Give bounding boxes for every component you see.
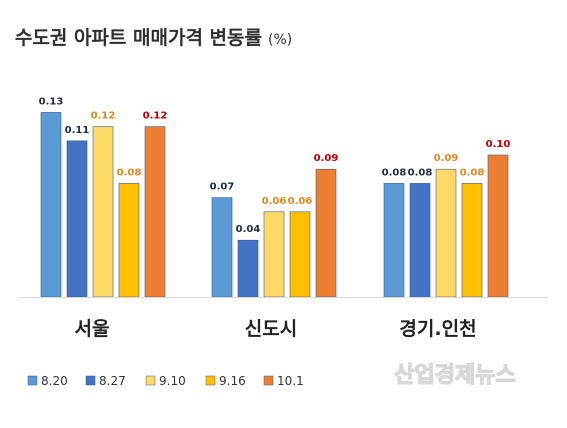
chart-title-unit: (%) bbox=[268, 32, 292, 48]
bar-value-label: 0.08 bbox=[382, 167, 407, 178]
legend-swatch bbox=[27, 375, 38, 386]
bar-value-label: 0.06 bbox=[288, 196, 313, 207]
legend-swatch bbox=[263, 375, 274, 386]
bar-value-label: 0.09 bbox=[314, 153, 339, 164]
bar-value-label: 0.04 bbox=[236, 224, 261, 235]
legend-label: 10.1 bbox=[277, 374, 304, 388]
bar bbox=[409, 183, 431, 298]
value-labels-group: 0.130.110.120.080.120.070.040.06 0.060.09… bbox=[39, 96, 511, 235]
legend-label: 8.20 bbox=[41, 374, 68, 388]
bar-value-label: 0.08 bbox=[460, 167, 485, 178]
legend: 8.20 8.27 9.10 9.16 10.1 bbox=[27, 374, 304, 388]
watermark-text: 산업경제뉴스 bbox=[394, 363, 515, 388]
bar bbox=[66, 140, 88, 298]
legend-swatch bbox=[145, 375, 156, 386]
legend-label: 8.27 bbox=[99, 374, 126, 388]
category-label: 경기.인천 bbox=[399, 318, 476, 340]
bar bbox=[461, 183, 483, 298]
bar-value-label: 0.07 bbox=[210, 182, 235, 193]
bar-value-label: 0.12 bbox=[91, 111, 116, 122]
legend-swatch bbox=[85, 375, 96, 386]
bar bbox=[237, 239, 259, 298]
bar bbox=[289, 211, 311, 298]
legend-swatch bbox=[205, 375, 216, 386]
bar-value-label: 0.13 bbox=[39, 96, 64, 107]
bar-value-label: 0.08 bbox=[117, 167, 142, 178]
category-label: 신도시 bbox=[245, 318, 297, 340]
bar-value-label: 0.12 bbox=[143, 111, 168, 122]
category-labels-group: 서울 신도시 경기.인천 bbox=[75, 318, 477, 340]
bar bbox=[383, 183, 405, 298]
bar-value-label: 0.06 bbox=[262, 196, 287, 207]
bar bbox=[118, 183, 140, 298]
bar-value-label: 0.10 bbox=[486, 139, 511, 150]
chart-title-text: 수도권 아파트 매매가격 변동률 bbox=[15, 27, 262, 49]
chart-title: 수도권 아파트 매매가격 변동률 (%) bbox=[15, 27, 292, 49]
bar bbox=[92, 126, 114, 298]
bar bbox=[211, 197, 233, 298]
bar-value-label: 0.08 bbox=[408, 167, 433, 178]
bar-value-label: 0.09 bbox=[434, 153, 459, 164]
bar bbox=[435, 168, 457, 298]
category-label: 서울 bbox=[75, 318, 110, 340]
bar bbox=[315, 168, 337, 298]
bars-group bbox=[40, 112, 509, 298]
bar bbox=[40, 112, 62, 298]
bar-value-label: 0.11 bbox=[65, 125, 90, 136]
legend-label: 9.16 bbox=[219, 374, 246, 388]
legend-label: 9.10 bbox=[159, 374, 186, 388]
bar bbox=[144, 126, 166, 298]
bar bbox=[487, 154, 509, 298]
bar bbox=[263, 211, 285, 298]
